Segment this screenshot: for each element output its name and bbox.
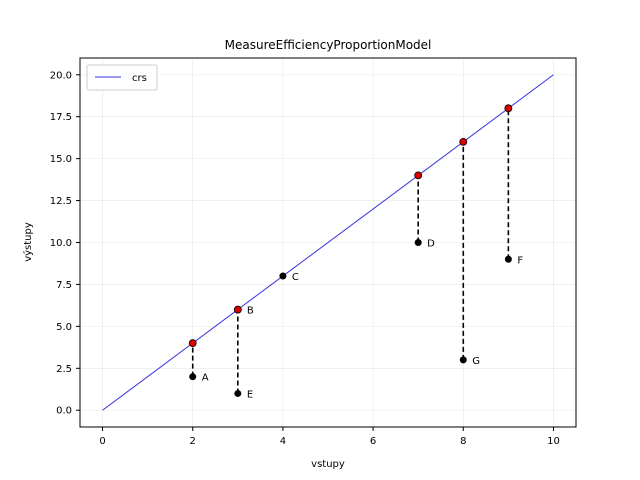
projected-point-d	[414, 171, 423, 180]
chart-title: MeasureEfficiencyProportionModel	[225, 38, 432, 52]
projected-point-g	[459, 137, 468, 146]
projected-point-f	[504, 104, 513, 113]
y-tick-label: 17.5	[50, 112, 72, 123]
crs-line	[102, 74, 554, 411]
legend-label-crs: crs	[132, 73, 147, 84]
plot-content: A B C D E F G	[102, 74, 554, 411]
axis-ticks: 0 2 4 6 8 10 0.0 2.5 5.0 7.5 10.0 12.5 15.0 17.5 20.0	[50, 70, 560, 447]
y-tick-label: 10.0	[50, 238, 72, 249]
point-label-f: F	[517, 255, 523, 266]
grid	[80, 58, 576, 427]
y-tick-label: 7.5	[56, 280, 72, 291]
data-point-g	[459, 356, 467, 364]
point-label-e: E	[247, 389, 253, 400]
x-tick-label: 2	[190, 436, 196, 447]
projected-point-e	[233, 305, 242, 314]
point-label-a: A	[202, 373, 209, 384]
point-label-d: D	[427, 239, 435, 250]
y-tick-label: 0.0	[56, 406, 72, 417]
y-tick-label: 15.0	[50, 154, 72, 165]
x-axis-label: vstupy	[311, 459, 345, 470]
y-tick-label: 20.0	[50, 70, 72, 81]
point-label-g: G	[472, 356, 480, 367]
x-tick-label: 6	[370, 436, 376, 447]
data-point-c	[279, 272, 287, 280]
y-tick-label: 2.5	[56, 364, 72, 375]
point-label-c: C	[292, 272, 299, 283]
y-axis-label: výstupy	[22, 222, 34, 262]
point-label-b: B	[247, 306, 254, 317]
x-tick-label: 0	[99, 436, 105, 447]
data-point-e	[234, 389, 242, 397]
data-point-d	[414, 239, 422, 246]
legend-box	[86, 64, 158, 91]
x-tick-label: 8	[460, 436, 466, 447]
data-point-a	[189, 373, 197, 381]
x-tick-label: 4	[280, 436, 286, 447]
legend: crs	[86, 64, 158, 91]
y-tick-label: 12.5	[50, 196, 72, 207]
data-point-f	[504, 255, 512, 263]
x-tick-label: 10	[547, 436, 560, 447]
y-tick-label: 5.0	[56, 322, 72, 333]
projected-point-a	[188, 339, 197, 348]
